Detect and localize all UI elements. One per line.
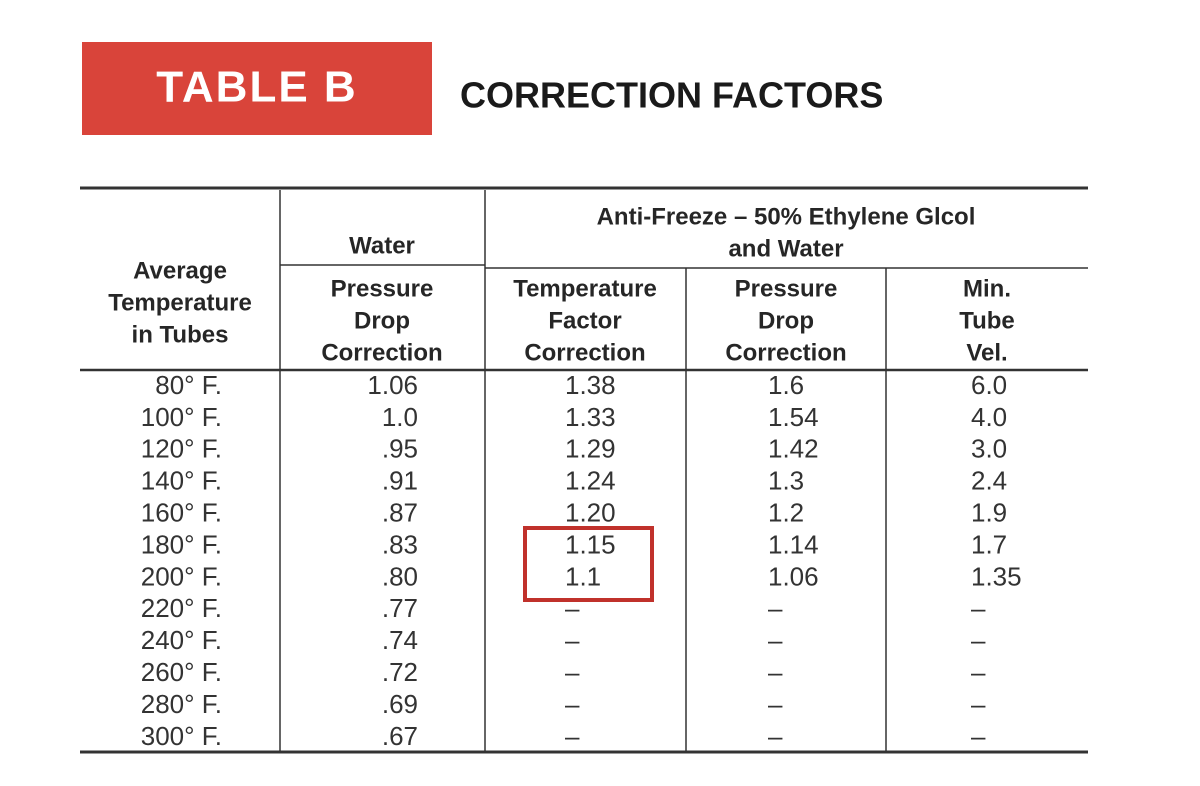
table-cell: 1.33 (565, 402, 616, 432)
column-header: Correction (725, 339, 846, 366)
table-cell: 120° F. (141, 434, 222, 464)
group-header: Anti-Freeze – 50% Ethylene Glcol (597, 203, 976, 230)
table-cell: 160° F. (141, 497, 222, 527)
table-cell: 1.38 (565, 370, 616, 400)
table-cell: – (565, 689, 580, 719)
table-cell: 1.35 (971, 561, 1022, 591)
table-cell: – (565, 657, 580, 687)
table-cell: 180° F. (141, 529, 222, 559)
table-cell: .74 (382, 625, 418, 655)
column-header: Vel. (966, 339, 1007, 366)
table-cell: .83 (382, 529, 418, 559)
table-cell: 1.54 (768, 402, 819, 432)
table-cell: 140° F. (141, 466, 222, 496)
badge-label: TABLE B (156, 63, 357, 112)
column-header: Average (133, 257, 227, 284)
column-header: Factor (548, 307, 621, 334)
table-cell: .72 (382, 657, 418, 687)
table-cell: – (971, 593, 986, 623)
column-header: Pressure (331, 275, 434, 302)
column-header: Pressure (735, 275, 838, 302)
table-cell: 4.0 (971, 402, 1007, 432)
table-cell: .95 (382, 434, 418, 464)
table-cell: .69 (382, 689, 418, 719)
table-cell: 1.6 (768, 370, 804, 400)
table-cell: 1.29 (565, 434, 616, 464)
table-cell: 200° F. (141, 561, 222, 591)
table-cell: – (565, 721, 580, 751)
table-cell: – (768, 721, 783, 751)
table-cell: 300° F. (141, 721, 222, 751)
table-cell: – (971, 689, 986, 719)
table-cell: 240° F. (141, 625, 222, 655)
column-header: Min. (963, 275, 1011, 302)
column-header: Temperature (513, 275, 657, 302)
table-cell: – (971, 625, 986, 655)
table-cell: 100° F. (141, 402, 222, 432)
table-cell: 1.24 (565, 466, 616, 496)
table-cell: – (768, 593, 783, 623)
table-cell: 1.06 (367, 370, 418, 400)
table-cell: 1.9 (971, 497, 1007, 527)
column-header: Drop (354, 307, 410, 334)
table-cell: .77 (382, 593, 418, 623)
table-cell: 280° F. (141, 689, 222, 719)
table-cell: 1.7 (971, 529, 1007, 559)
table-cell: 1.06 (768, 561, 819, 591)
badge-background (82, 42, 432, 135)
table-cell: 6.0 (971, 370, 1007, 400)
table-cell: 1.0 (382, 402, 418, 432)
table-cell: 3.0 (971, 434, 1007, 464)
column-header: Correction (524, 339, 645, 366)
table-cell: 1.3 (768, 466, 804, 496)
column-header: Correction (321, 339, 442, 366)
title: CORRECTION FACTORS (460, 75, 883, 116)
column-header: in Tubes (132, 321, 229, 348)
table-cell: – (768, 625, 783, 655)
highlight-box (523, 526, 654, 602)
table-cell: 1.15 (565, 529, 616, 559)
group-header: and Water (728, 235, 843, 262)
table-cell: .87 (382, 497, 418, 527)
table-cell: – (768, 657, 783, 687)
table-cell: .80 (382, 561, 418, 591)
table-cell: – (565, 625, 580, 655)
table-cell: .91 (382, 466, 418, 496)
table-cell: 1.2 (768, 497, 804, 527)
group-header: Water (349, 232, 415, 259)
table-cell: 1.14 (768, 529, 819, 559)
table-cell: – (565, 593, 580, 623)
column-header: Tube (959, 307, 1015, 334)
table-cell: 1.1 (565, 561, 601, 591)
table-cell: 2.4 (971, 466, 1007, 496)
column-header: Drop (758, 307, 814, 334)
table-cell: 80° F. (155, 370, 222, 400)
column-header: Temperature (108, 289, 252, 316)
table-cell: – (971, 721, 986, 751)
table-cell: – (971, 657, 986, 687)
table-cell: 260° F. (141, 657, 222, 687)
table-cell: – (768, 689, 783, 719)
table-cell: 1.20 (565, 497, 616, 527)
table-cell: .67 (382, 721, 418, 751)
table-cell: 1.42 (768, 434, 819, 464)
table-cell: 220° F. (141, 593, 222, 623)
